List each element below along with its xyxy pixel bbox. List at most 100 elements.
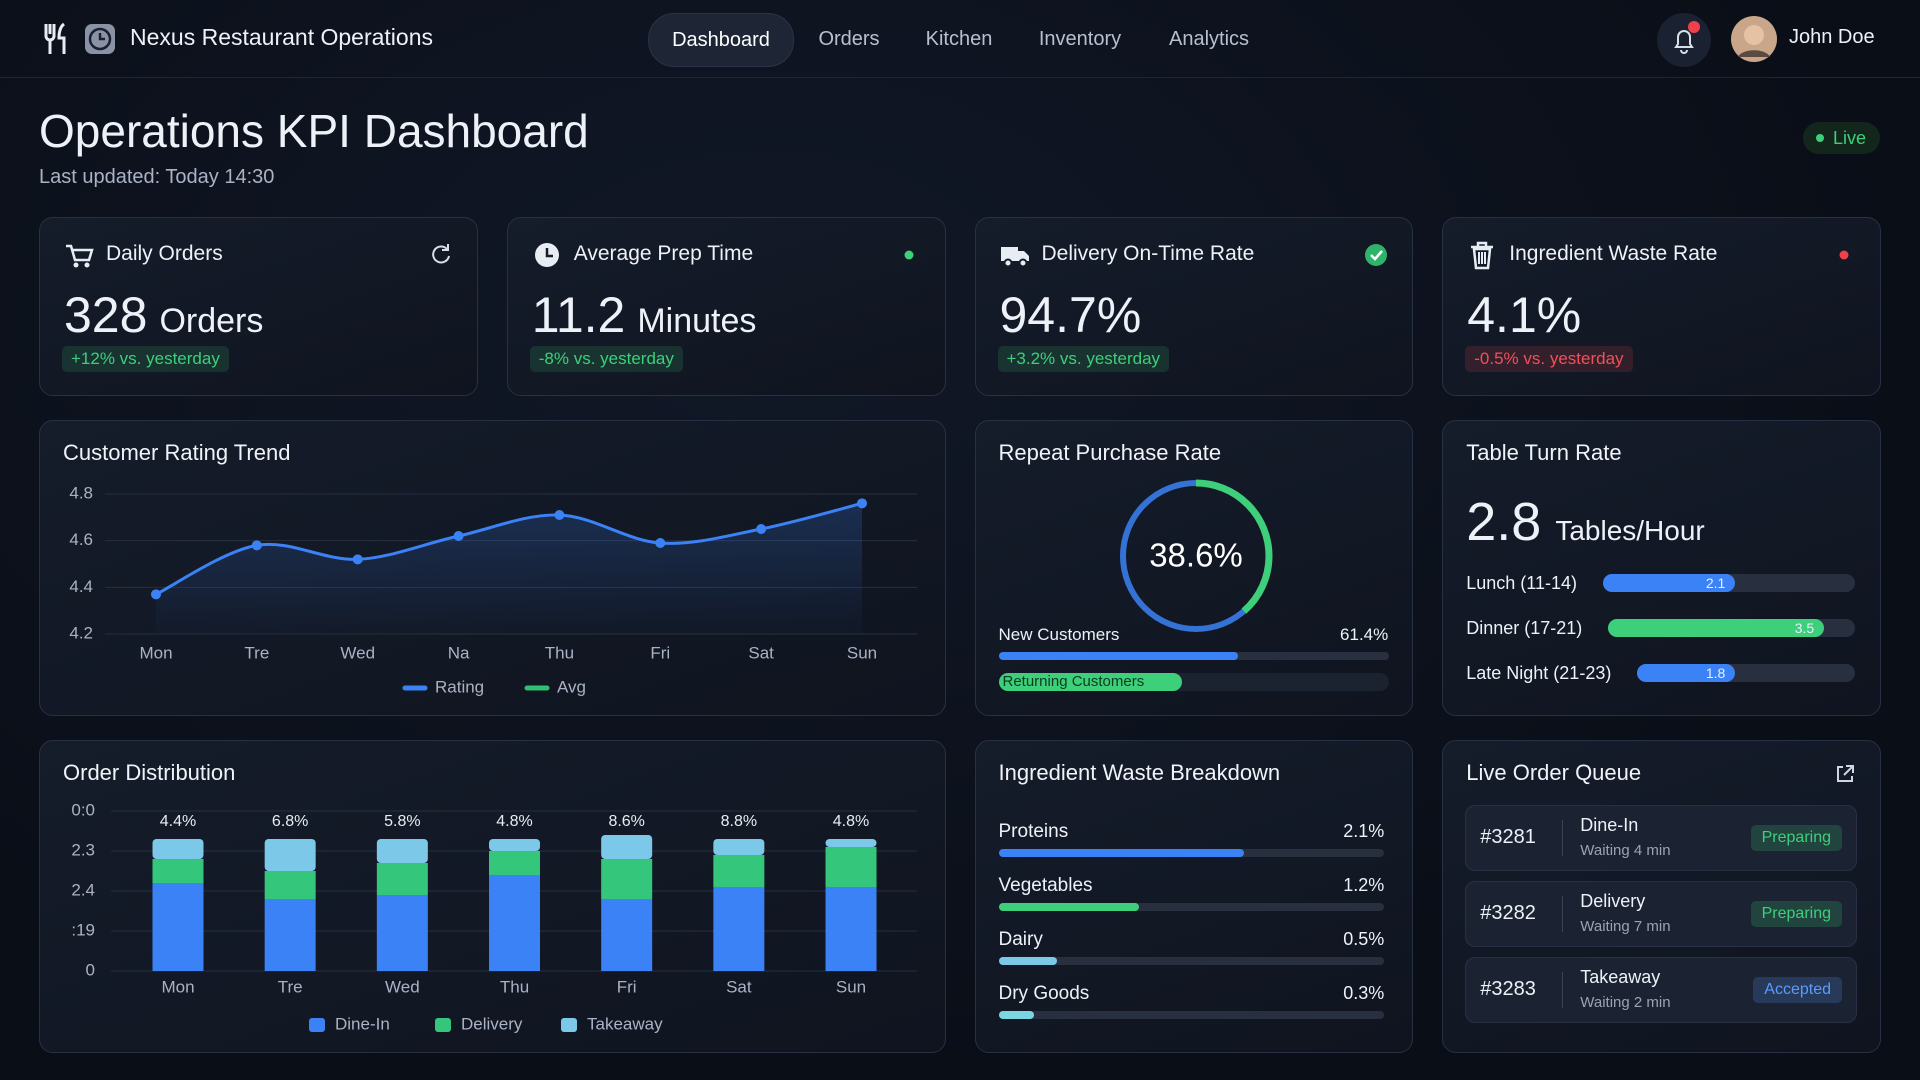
bar-segment <box>264 899 316 971</box>
bar-annotation: 8.8% <box>721 813 757 830</box>
nav-tab[interactable]: Dashboard <box>648 13 794 67</box>
point <box>251 540 262 551</box>
bar <box>998 652 1238 660</box>
decor <box>545 248 553 258</box>
x-tick-label: Fri <box>617 977 637 996</box>
waste-value: 0.3% <box>1343 983 1385 1003</box>
avatar[interactable] <box>1730 15 1778 63</box>
brand-name: Nexus Restaurant Operations <box>130 24 433 50</box>
point <box>857 498 867 509</box>
kpi-number: 328 <box>64 287 148 343</box>
waste-value: 1.2% <box>1343 875 1385 895</box>
kpi-card: Daily Orders 328 Orders +12% vs. yesterday <box>39 217 478 396</box>
order-id: #3281 <box>1480 826 1536 848</box>
legend-swatch <box>309 1018 325 1032</box>
decor <box>1370 250 1384 261</box>
stacked-chart: 0:19 2.4 2.3 0:0 4.4% Mon 6.8% Tre 5.8% Wed 4.8% Th… <box>71 800 917 1033</box>
waste-label: Dry Goods <box>998 983 1090 1004</box>
bar-segment <box>489 851 541 875</box>
kpi-icon <box>534 243 559 267</box>
card-title: Repeat Purchase Rate <box>998 440 1222 465</box>
bar-segment <box>489 839 541 851</box>
divider <box>1562 972 1564 1008</box>
table-turn-card: Table Turn Rate 2.8 Tables/Hour Lunch (11-1… <box>1442 420 1881 716</box>
legend-label: Rating <box>435 677 484 696</box>
avatar-face <box>1744 25 1764 45</box>
queue-row[interactable]: #3282 Delivery Waiting 7 min Preparing <box>1465 881 1857 947</box>
y-tick-label: 2.4 <box>71 880 95 899</box>
queue-row[interactable]: #3283 Takeaway Waiting 2 min Accepted <box>1465 957 1857 1023</box>
nav-tab[interactable]: Inventory <box>1038 28 1122 50</box>
kpi-change: -8% vs. yesterday <box>529 346 683 372</box>
order-id: #3282 <box>1480 902 1536 924</box>
bar-track <box>998 849 1385 857</box>
nav-tab[interactable]: Kitchen <box>925 28 993 50</box>
kpi-number: 11.2 <box>531 287 626 343</box>
notifications[interactable] <box>1657 13 1711 67</box>
order-wait: Waiting 7 min <box>1580 918 1671 935</box>
x-tick-label: Na <box>448 643 470 662</box>
bar-track: 1.8 <box>1637 664 1855 682</box>
point <box>756 524 767 534</box>
bar-segment <box>713 839 765 855</box>
kpi-card: Ingredient Waste Rate 4.1% -0.5% vs. yeste… <box>1442 217 1881 396</box>
kpi-indicator <box>1839 250 1849 260</box>
nav-tab[interactable]: Analytics <box>1168 28 1250 50</box>
bar-segment <box>825 887 877 971</box>
bar-track: 3.5 <box>1608 619 1855 637</box>
queue-row[interactable]: #3281 Dine-In Waiting 4 min Preparing <box>1465 805 1857 871</box>
decor <box>1003 258 1012 268</box>
y-tick-label: :19 <box>71 920 95 939</box>
x-tick-label: Mon <box>161 977 194 996</box>
y-tick-label: 4.6 <box>69 530 93 549</box>
user-name[interactable]: John Doe <box>1789 26 1875 48</box>
bar-value: 61.4% <box>1340 625 1389 644</box>
top-nav: Nexus Restaurant Operations Dashboard Ord… <box>0 0 1920 78</box>
bar-segment <box>825 847 877 887</box>
kpi-value: 4.1% <box>1467 286 1581 344</box>
decor <box>441 244 449 251</box>
donut-label: 38.6% <box>1149 537 1243 574</box>
turn-label: Lunch (11-14) <box>1466 572 1577 593</box>
bar-segment <box>152 883 204 971</box>
order-status: Preparing <box>1750 825 1842 851</box>
card-title: Order Distribution <box>63 760 236 785</box>
decor <box>1839 250 1849 260</box>
y-tick-label: 0:0 <box>71 800 95 819</box>
bar-segment <box>713 887 765 971</box>
y-tick-label: 2.3 <box>71 840 95 859</box>
divider <box>1562 820 1564 856</box>
x-tick-label: Tre <box>278 977 303 996</box>
decor <box>904 250 913 260</box>
point <box>453 531 464 541</box>
kpi-change: -0.5% vs. yesterday <box>1465 346 1633 372</box>
nav-tab[interactable]: Orders <box>818 28 880 50</box>
bar-annotation: 4.8% <box>833 813 869 830</box>
open-icon[interactable] <box>1834 763 1856 785</box>
x-tick-label: Thu <box>545 643 574 662</box>
bar-track <box>998 957 1385 965</box>
bar-track <box>998 903 1385 911</box>
point <box>655 538 666 548</box>
x-tick-label: Fri <box>650 643 670 662</box>
legend-swatch <box>435 1018 451 1032</box>
legend-label: Delivery <box>461 1014 523 1033</box>
waste-value: 0.5% <box>1343 929 1385 949</box>
bar-segment <box>489 875 541 971</box>
bell <box>1674 30 1694 54</box>
decor <box>431 245 450 264</box>
waste-label: Vegetables <box>998 875 1093 896</box>
point <box>554 510 565 520</box>
kpi-indicator <box>904 250 913 260</box>
decor <box>1000 247 1018 261</box>
decor <box>1478 252 1487 264</box>
donut-card: Repeat Purchase Rate 38.6% New Customers 61… <box>974 420 1414 716</box>
badge <box>1688 21 1700 33</box>
kpi-label: Ingredient Waste Rate <box>1509 242 1718 265</box>
line-chart: 4.2 4.4 4.6 4.8 Mon Tre Wed Na Thu Fri Sat Sun Ratin… <box>69 483 917 696</box>
avatar-body <box>1738 50 1770 57</box>
line-chart-card: Customer Rating Trend 4.2 4.4 4.6 4.8 Mon Tre W… <box>39 420 946 716</box>
bar: 2.1 <box>1602 574 1736 592</box>
x-tick-label: Tre <box>244 643 269 662</box>
